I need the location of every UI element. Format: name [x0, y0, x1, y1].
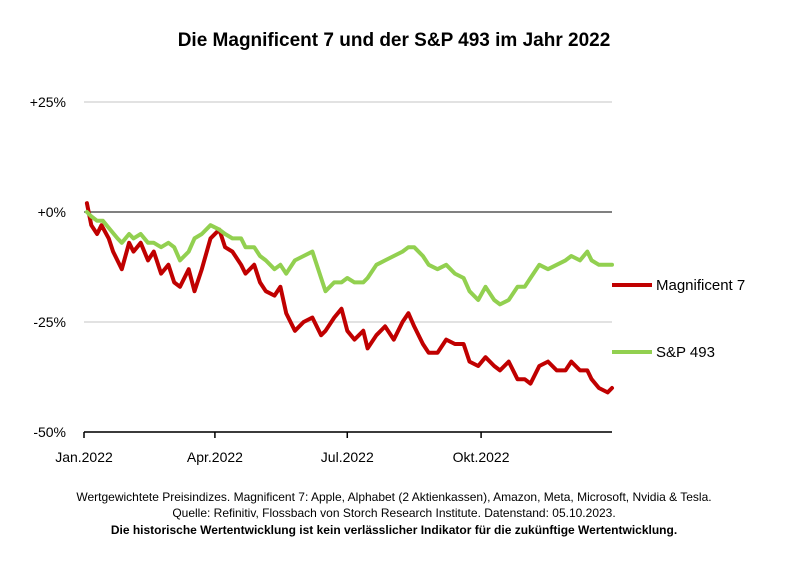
series-line-s-p-493 [84, 210, 614, 307]
x-tick-label: Okt.2022 [453, 449, 510, 465]
footnote-source: Quelle: Refinitiv, Flossbach von Storch … [172, 506, 616, 520]
footnote-indices: Wertgewichtete Preisindizes. Magnificent… [76, 490, 712, 504]
legend-label-s-p-493: S&P 493 [656, 344, 715, 361]
legend-label-magnificent-7: Magnificent 7 [656, 277, 745, 294]
y-tick-label: -50% [33, 424, 66, 440]
footnote-disclaimer: Die historische Wertentwicklung ist kein… [110, 523, 678, 537]
x-tick-label: Jul.2022 [321, 449, 374, 465]
y-tick-label: -25% [33, 314, 66, 330]
y-tick-label: +0% [38, 204, 66, 220]
chart-title: Die Magnificent 7 und der S&P 493 im Jah… [177, 30, 611, 51]
x-tick-label: Jan.2022 [55, 449, 113, 465]
series-line-magnificent-7 [84, 201, 614, 395]
y-tick-label: +25% [30, 94, 66, 110]
x-tick-label: Apr.2022 [187, 449, 243, 465]
